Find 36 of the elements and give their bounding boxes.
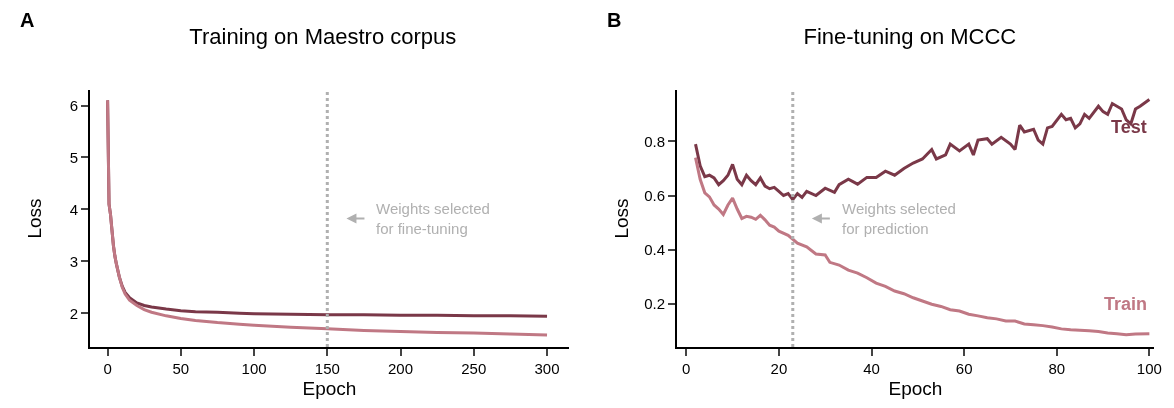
x-tick-label: 200 (388, 360, 414, 377)
y-tick-label: 2 (69, 304, 78, 322)
x-tick-label: 50 (172, 360, 190, 377)
chart-title: Training on Maestro corpus (189, 23, 457, 49)
x-tick-label: 0 (682, 360, 691, 377)
x-tick-label: 20 (770, 360, 788, 377)
line-series (694, 156, 1151, 337)
series-label: Test (1111, 117, 1147, 137)
x-tick-label: 40 (863, 360, 880, 377)
x-tick-label: 60 (955, 360, 973, 377)
line-series (694, 97, 1151, 202)
y-tick-label: 0.6 (644, 186, 665, 204)
ref-line-label: Weights selected for prediction (842, 200, 956, 237)
text: A (20, 9, 35, 31)
y-axis-title: Loss (24, 198, 45, 239)
y-tick-label: 5 (69, 148, 78, 166)
x-tick-label: 0 (103, 360, 112, 377)
chart-title: Fine-tuning on MCCC (803, 23, 1017, 49)
x-tick-label: 100 (1136, 360, 1162, 377)
x-tick-label: 150 (314, 360, 340, 377)
x-tick-label: 80 (1048, 360, 1066, 377)
x-tick-label: 300 (534, 360, 560, 377)
y-tick-label: 0.4 (644, 240, 665, 258)
text: B (607, 9, 622, 31)
y-tick-label: 4 (69, 200, 78, 218)
y-tick-label: 0.2 (644, 294, 665, 312)
ref-line-label: Weights selected for fine-tuning (376, 200, 490, 237)
y-tick-label: 0.8 (644, 132, 665, 150)
y-tick-label: 3 (69, 252, 78, 270)
y-tick-label: 6 (69, 96, 78, 114)
x-axis-title: Epoch (302, 378, 357, 400)
y-axis-title: Loss (611, 198, 632, 239)
x-tick-label: 100 (241, 360, 267, 377)
x-tick-label: 250 (461, 360, 487, 377)
x-axis-title: Epoch (888, 378, 943, 400)
series-label: Train (1104, 294, 1148, 314)
